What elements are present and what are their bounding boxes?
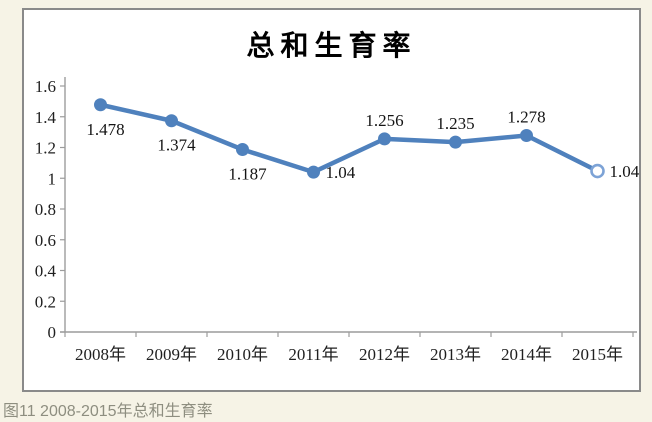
data-point-label: 1.256 [365,111,403,130]
data-point [236,142,249,156]
data-line [98,102,600,175]
y-tick-label: 0 [48,323,57,342]
x-tick-label: 2014年 [501,345,552,364]
data-point-label: 1.047 [610,162,640,181]
x-tick-label: 2015年 [572,345,623,364]
x-tick-label: 2008年 [75,345,126,364]
x-tick-label: 2011年 [288,345,338,364]
data-point [307,165,320,179]
y-tick-label: 1.4 [35,108,57,127]
y-tick-label: 0.6 [35,231,56,250]
y-tick-label: 1.6 [35,77,56,96]
x-tick-label: 2009年 [146,345,197,364]
data-point [520,129,533,143]
data-point-label: 1.278 [507,108,545,127]
data-point-label: 1.478 [86,120,124,139]
line-chart-plot: 0 0.2 0.4 0.6 0.8 1 1.2 1.4 1.6 2008年 2009年 2010年 20… [35,77,640,364]
data-point [165,114,178,128]
figure-caption: 图11 2008-2015年总和生育率 [3,403,213,420]
data-point [449,135,462,149]
y-tick-label: 1 [48,169,57,188]
x-tick-label: 2012年 [359,345,410,364]
x-tick-label: 2013年 [430,345,481,364]
data-point-label: 1.04 [326,163,356,182]
data-point-open [590,163,605,179]
y-tick-label: 0.4 [35,262,57,281]
data-point [94,98,107,112]
chart-title: 总和生育率 [246,30,417,61]
chart-container: 0 0.2 0.4 0.6 0.8 1 1.2 1.4 1.6 2008年 2009年 2010年 20… [22,8,641,392]
y-tick-label: 1.2 [35,139,56,158]
y-tick-label: 0.2 [35,292,56,311]
data-point-label: 1.374 [157,136,196,155]
data-point-label: 1.235 [436,114,474,133]
data-point-label: 1.187 [228,164,267,183]
data-point [378,132,391,146]
x-tick-label: 2010年 [217,345,268,364]
y-tick-label: 0.8 [35,200,56,219]
